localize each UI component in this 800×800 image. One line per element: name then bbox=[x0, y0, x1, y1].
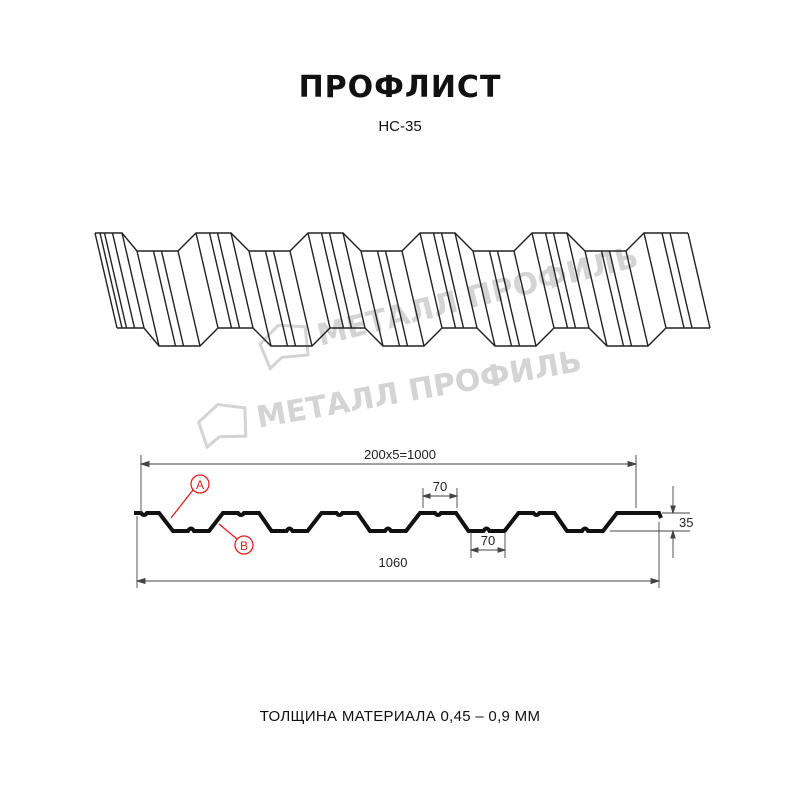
sheet-rib-line bbox=[440, 232, 465, 329]
sheet-edge-line bbox=[99, 232, 123, 329]
callout-b-label: B bbox=[240, 539, 248, 553]
sheet-rib-line bbox=[661, 232, 685, 329]
label-overall-width: 1060 bbox=[379, 555, 408, 570]
watermark-logo-icon bbox=[196, 402, 248, 450]
sheet-fold-line bbox=[454, 232, 478, 329]
sheet-rib-line bbox=[264, 250, 289, 347]
label-top-flat: 70 bbox=[433, 479, 447, 494]
model-subtitle: НС-35 bbox=[378, 118, 422, 135]
sheet-rib-line bbox=[488, 250, 513, 347]
sheet-rib-line bbox=[608, 250, 633, 347]
material-thickness-note: ТОЛЩИНА МАТЕРИАЛА 0,45 – 0,9 ММ bbox=[259, 708, 541, 725]
callout-a-label: A bbox=[196, 478, 204, 492]
watermark-text: МЕТАЛЛ ПРОФИЛЬ bbox=[254, 344, 585, 436]
sheet-fold-line bbox=[136, 250, 160, 347]
sheet-rib-line bbox=[384, 250, 409, 347]
page-title: ПРОФЛИСТ bbox=[298, 70, 502, 105]
sheet-fold-line bbox=[513, 250, 537, 347]
sheet-fold-line bbox=[360, 250, 384, 347]
sheet-fold-line bbox=[687, 232, 711, 329]
sheet-bottom-edge bbox=[117, 327, 710, 347]
sheet-rib-line bbox=[320, 232, 345, 329]
sheet-fold-line bbox=[195, 232, 219, 329]
sheet-top-edge bbox=[95, 232, 688, 252]
sheet-fold-line bbox=[121, 232, 145, 329]
sheet-fold-line bbox=[472, 250, 496, 347]
profile-section bbox=[134, 511, 663, 533]
sheet-fold-line bbox=[230, 232, 254, 329]
sheet-rib-line bbox=[328, 232, 353, 329]
sheet-fold-line bbox=[248, 250, 272, 347]
sheet-rib-line bbox=[160, 250, 185, 347]
sheet-fold-line bbox=[401, 250, 425, 347]
sheet-rib-line bbox=[111, 232, 136, 329]
watermark-lower: МЕТАЛЛ ПРОФИЛЬ bbox=[196, 344, 585, 450]
sheet-rib-line bbox=[496, 250, 521, 347]
sheet-rib-line bbox=[432, 232, 457, 329]
sheet-rib-line bbox=[544, 232, 569, 329]
sheet-rib-line bbox=[216, 232, 241, 329]
label-bottom-flat: 70 bbox=[481, 533, 495, 548]
sheet-rib-line bbox=[152, 250, 177, 347]
watermark-logo-icon bbox=[258, 323, 310, 372]
dimension-lines bbox=[135, 455, 690, 588]
sheet-fold-line bbox=[307, 232, 331, 329]
callout-b bbox=[218, 523, 254, 555]
sheet-fold-line bbox=[643, 232, 667, 329]
sheet-rib-line bbox=[552, 232, 577, 329]
sheet-rib-line bbox=[600, 250, 625, 347]
sheet-fold-line bbox=[625, 250, 649, 347]
sheet-rib-line bbox=[669, 232, 693, 329]
sheet-fold-line bbox=[531, 232, 555, 329]
label-height: 35 bbox=[679, 515, 693, 530]
sheet-fold-line bbox=[289, 250, 313, 347]
sheet-fold-line bbox=[94, 232, 118, 329]
sheet-fold-line bbox=[419, 232, 443, 329]
sheet-rib-line bbox=[376, 250, 401, 347]
sheet-fold-line bbox=[584, 250, 608, 347]
sheet-fold-line bbox=[342, 232, 366, 329]
callout-a bbox=[170, 474, 210, 519]
sheet-fold-line bbox=[566, 232, 590, 329]
sheet-rib-line bbox=[103, 232, 128, 329]
label-pitch: 200x5=1000 bbox=[364, 447, 436, 462]
sheet-fold-line bbox=[177, 250, 201, 347]
sheet-rib-line bbox=[208, 232, 233, 329]
sheet-rib-line bbox=[272, 250, 297, 347]
sheet-3d-view bbox=[94, 232, 711, 347]
